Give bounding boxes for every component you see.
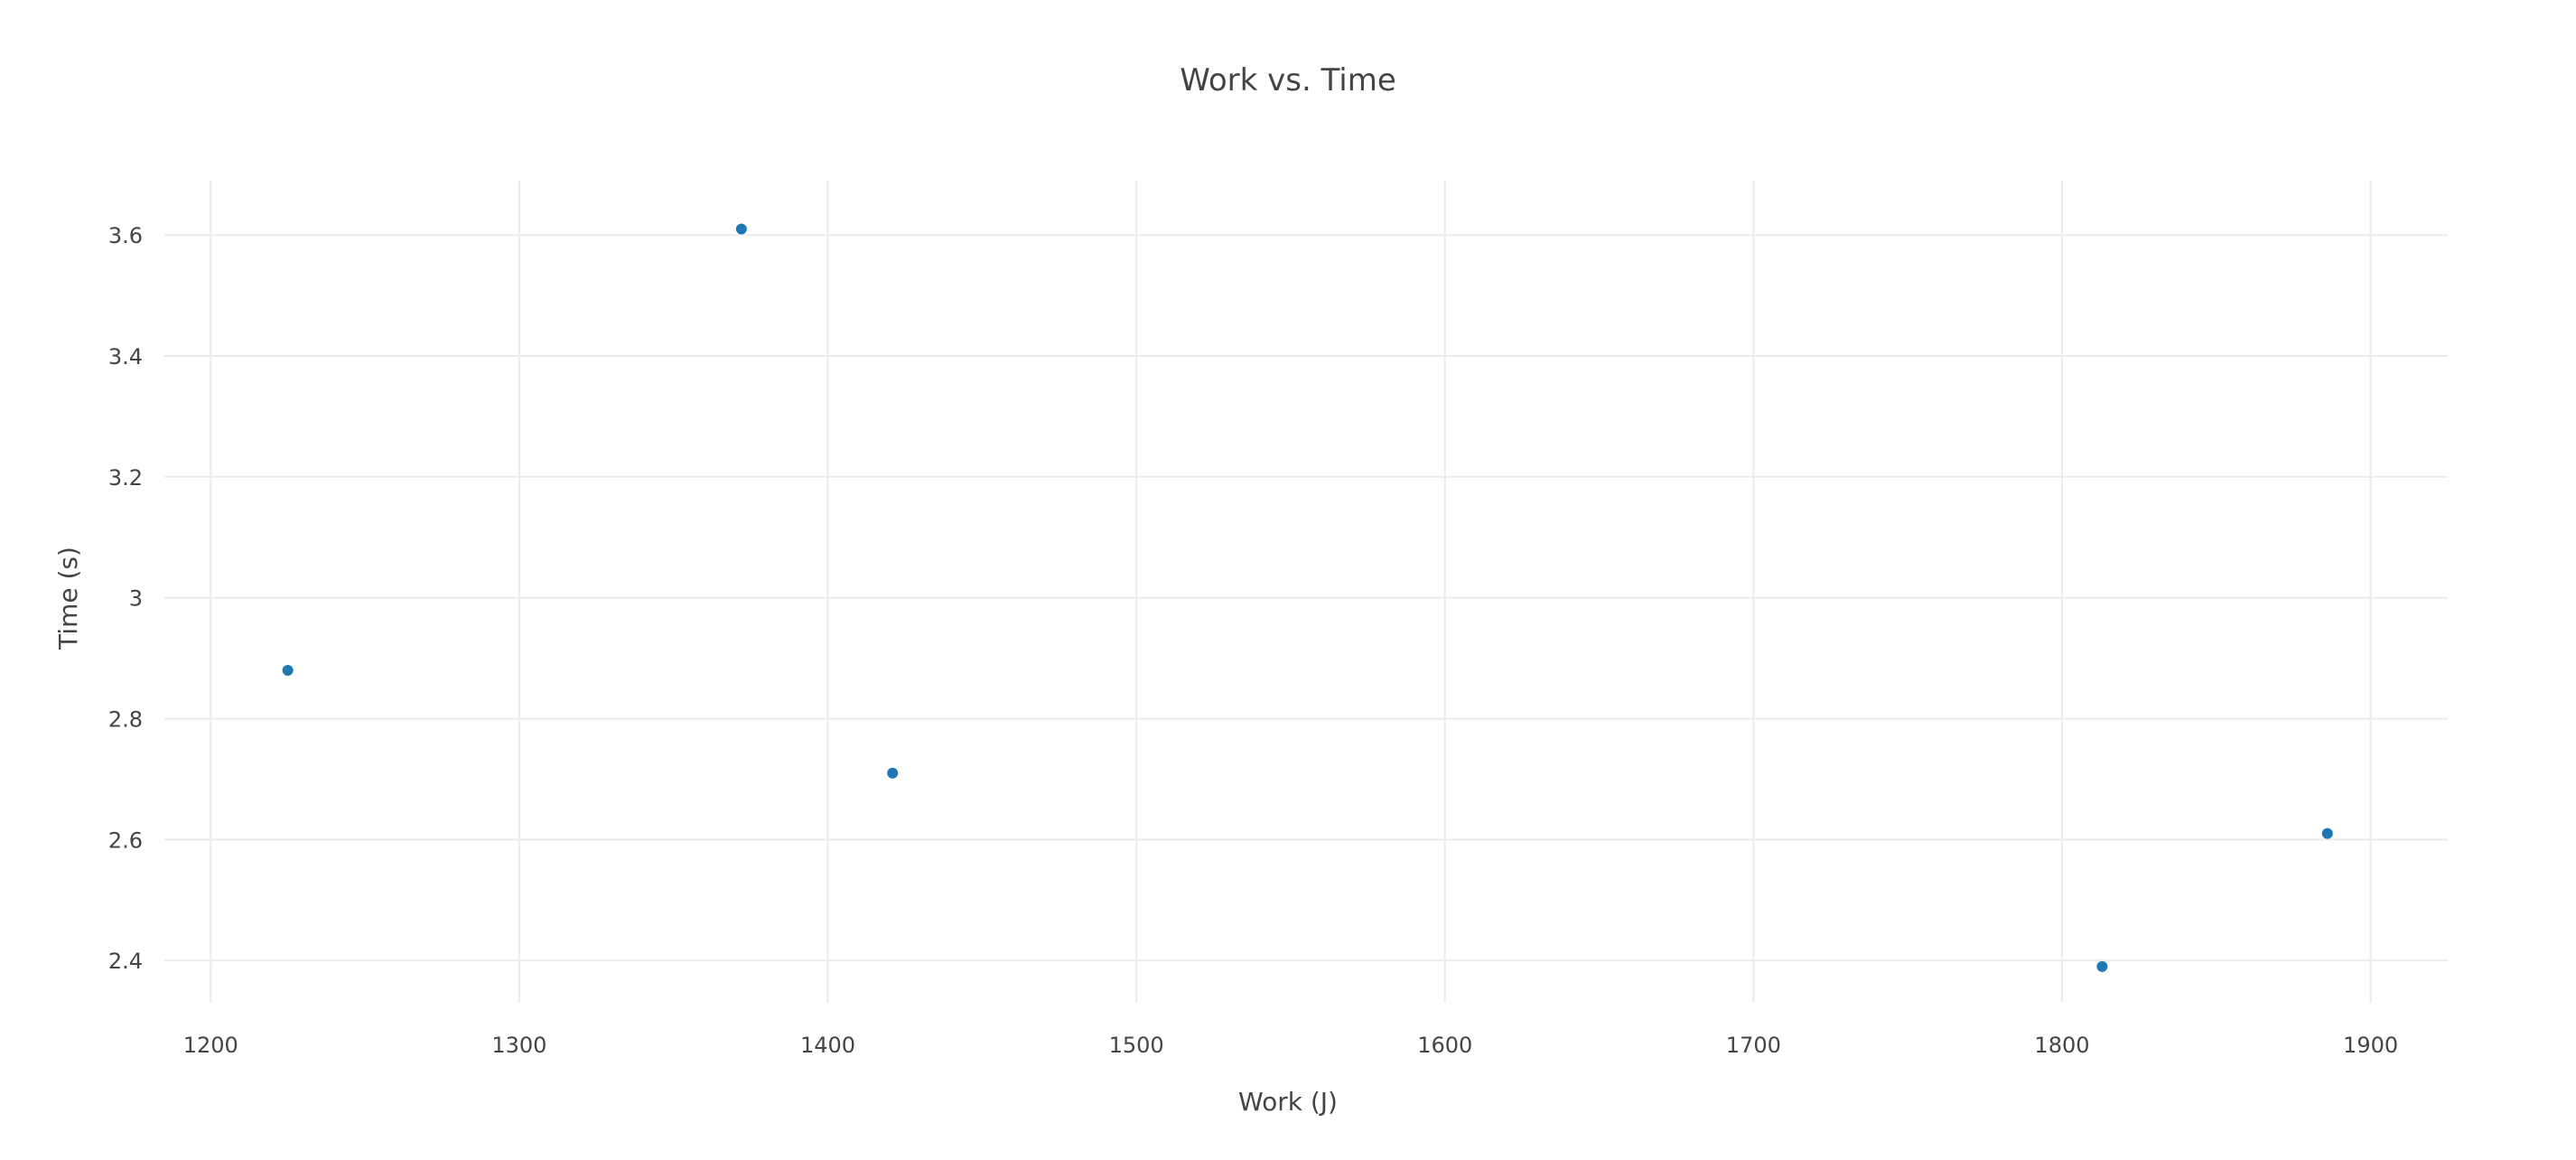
x-tick-label: 1600 xyxy=(1417,1033,1472,1058)
y-tick-label: 3.2 xyxy=(108,465,143,491)
data-point xyxy=(282,664,294,676)
y-axis-label: Time (s) xyxy=(53,547,83,650)
y-axis-ticks: 2.4 2.6 2.8 3 3.2 3.4 3.6 xyxy=(108,223,143,974)
y-tick-label: 2.4 xyxy=(108,949,143,974)
y-tick-label: 3.4 xyxy=(108,344,143,370)
data-point xyxy=(2321,828,2333,839)
y-tick-label: 2.6 xyxy=(108,828,143,853)
chart-title: Work vs. Time xyxy=(1180,62,1396,98)
y-tick-label: 2.8 xyxy=(108,707,143,733)
x-axis-label: Work (J) xyxy=(1238,1087,1338,1117)
data-point xyxy=(2096,960,2108,972)
y-tick-label: 3 xyxy=(129,586,143,612)
y-tick-label: 3.6 xyxy=(108,223,143,248)
x-axis-ticks: 1200 1300 1400 1500 1600 1700 1800 1900 xyxy=(183,1033,2398,1058)
data-points xyxy=(282,223,2333,972)
x-tick-label: 1400 xyxy=(800,1033,855,1058)
x-tick-label: 1800 xyxy=(2034,1033,2089,1058)
x-tick-label: 1200 xyxy=(183,1033,238,1058)
data-point xyxy=(735,223,747,235)
grid-lines xyxy=(164,181,2448,1003)
x-tick-label: 1500 xyxy=(1109,1033,1164,1058)
x-tick-label: 1300 xyxy=(491,1033,546,1058)
x-tick-label: 1900 xyxy=(2343,1033,2398,1058)
x-tick-label: 1700 xyxy=(1726,1033,1781,1058)
data-point xyxy=(887,767,899,779)
